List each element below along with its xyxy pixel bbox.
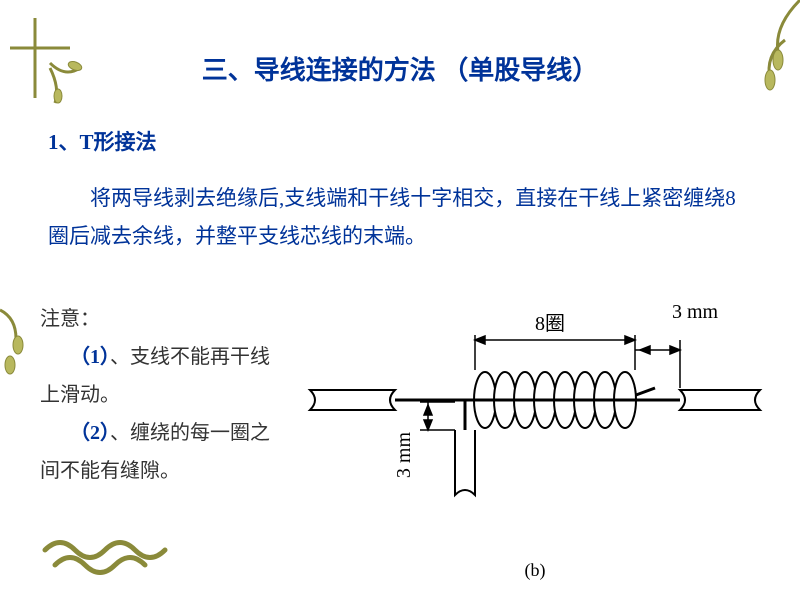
note-num-2: （2） bbox=[80, 422, 110, 444]
notes-heading: 注意： bbox=[40, 300, 280, 338]
section-title: 三、导线连接的方法 （单股导线） bbox=[0, 50, 800, 87]
notes-block: 注意： （1）、支线不能再干线上滑动。 （2）、缠绕的每一圈之间不能有缝隙。 bbox=[40, 300, 280, 490]
method-subtitle: 1、T形接法 bbox=[48, 126, 157, 156]
note-item-2: （2）、缠绕的每一圈之间不能有缝隙。 bbox=[40, 414, 280, 490]
deco-left-mid bbox=[0, 290, 40, 380]
note-num-1: （1） bbox=[80, 346, 110, 368]
note-text-2: 、缠绕的每一圈之间不能有缝隙。 bbox=[40, 422, 270, 482]
label-branch: 3 mm bbox=[393, 432, 415, 479]
method-description: 将两导线剥去绝缘后,支线端和干线十字相交，直接在干线上紧密缠绕8圈后减去余线，并… bbox=[48, 180, 748, 256]
t-joint-diagram: 8圈 3 mm 3 mm bbox=[300, 280, 770, 520]
deco-bottom-left bbox=[40, 530, 190, 580]
note-item-1: （1）、支线不能再干线上滑动。 bbox=[40, 338, 280, 414]
note-text-1: 、支线不能再干线上滑动。 bbox=[40, 346, 270, 406]
label-end: 3 mm bbox=[672, 301, 719, 323]
figure-caption: (b) bbox=[300, 560, 770, 581]
label-loops: 8圈 bbox=[535, 313, 565, 335]
